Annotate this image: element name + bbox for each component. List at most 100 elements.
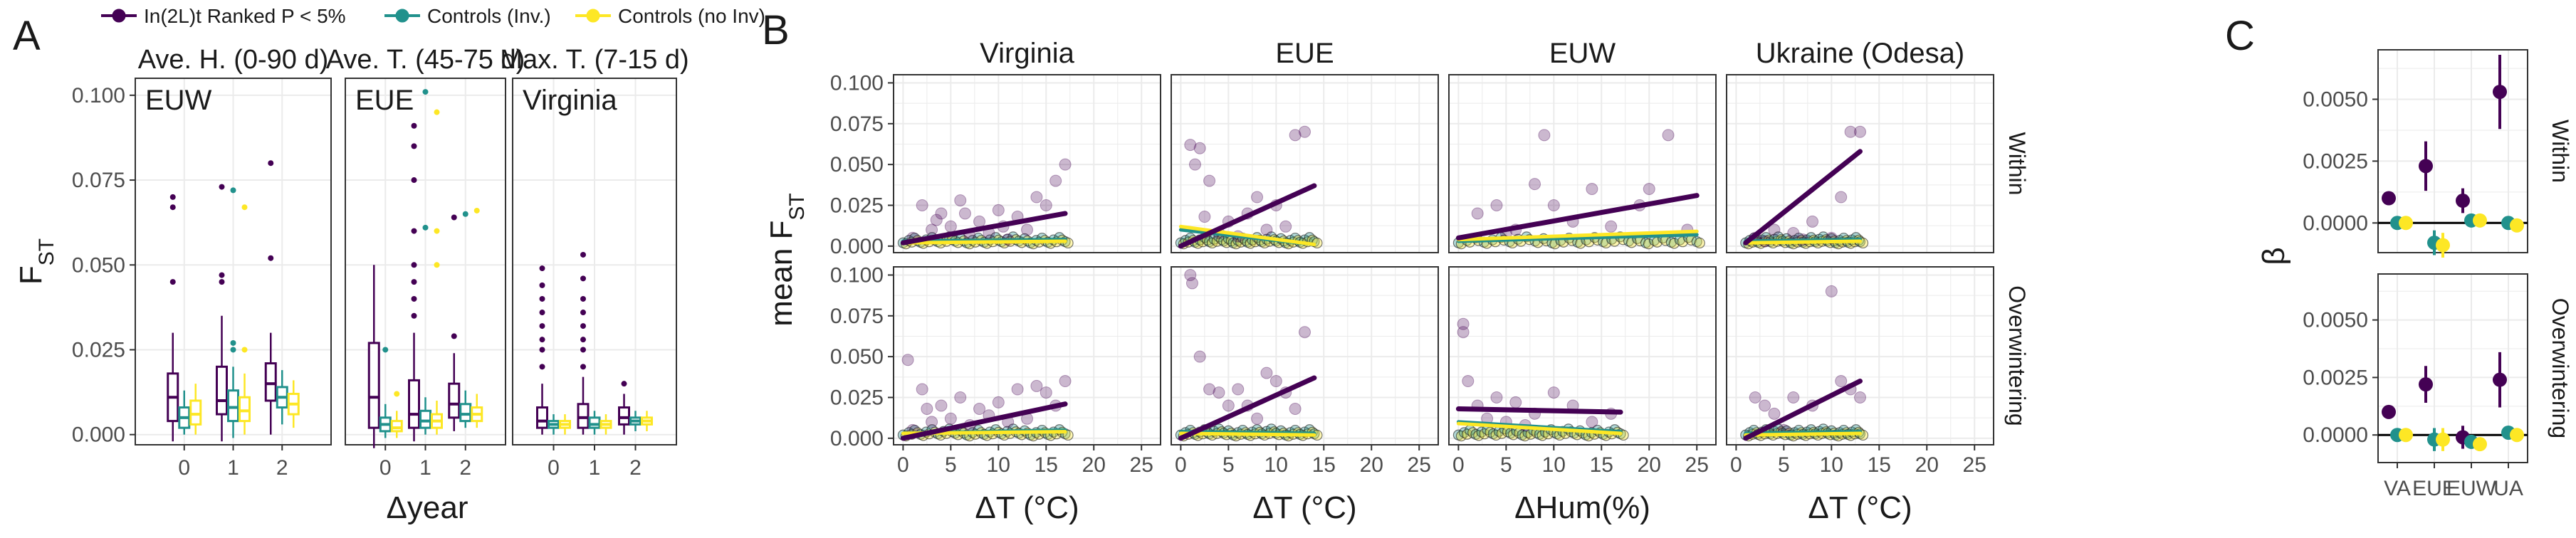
point-inv bbox=[1787, 226, 1800, 239]
regression-line-inv bbox=[900, 401, 1068, 441]
point-inv bbox=[1289, 129, 1302, 142]
box-controls_inv-year-1 bbox=[419, 89, 431, 435]
point-inv bbox=[1854, 125, 1866, 138]
point-inv bbox=[1232, 383, 1245, 396]
box-outlier bbox=[473, 207, 480, 213]
regression-line-inv bbox=[1743, 149, 1863, 246]
box-outlier bbox=[580, 323, 586, 329]
point-inv bbox=[954, 194, 967, 207]
point-inv bbox=[1586, 416, 1598, 428]
point-inv bbox=[992, 204, 1005, 216]
regression-line-controls_noinv bbox=[1178, 224, 1316, 247]
point-inv bbox=[1030, 191, 1043, 204]
x-axis-title-b-2: ΔHum(%) bbox=[1514, 490, 1650, 525]
box-outlier bbox=[580, 295, 586, 302]
facet-strip-b-row-1: Overwintering bbox=[2004, 285, 2030, 426]
box-outlier bbox=[382, 347, 389, 353]
legend: In(2L)t Ranked P < 5% Controls (Inv.) Co… bbox=[101, 5, 765, 27]
point-inv bbox=[930, 213, 943, 226]
y-axis-title-a: FST bbox=[14, 238, 58, 285]
box-outlier bbox=[621, 381, 627, 387]
x-tick-label: 2 bbox=[276, 456, 288, 480]
x-tick-label: 20 bbox=[1638, 453, 1661, 477]
facet-b-0-1 bbox=[893, 266, 1161, 445]
point-inv bbox=[1835, 375, 1848, 388]
facet-frame bbox=[1171, 266, 1439, 445]
box-outlier bbox=[434, 228, 440, 234]
regression-line-controls_inv bbox=[1456, 233, 1699, 243]
box-iqr bbox=[577, 403, 590, 429]
box-inv-year-0 bbox=[167, 194, 179, 442]
y-tick-label: 0.000 bbox=[830, 427, 884, 450]
point-inv bbox=[1260, 223, 1273, 236]
panel-label-a: A bbox=[13, 13, 41, 59]
y-tick-label: 0.0025 bbox=[2303, 366, 2368, 389]
point-inv bbox=[1289, 403, 1302, 416]
point-inv bbox=[1222, 399, 1235, 412]
box-outlier bbox=[580, 347, 586, 353]
point-inv bbox=[954, 391, 967, 404]
x-tick-label: 0 bbox=[897, 453, 909, 477]
y-tick-label: 0.100 bbox=[72, 84, 125, 107]
box-controls_noinv-year-0 bbox=[189, 384, 202, 435]
y-tick-label: 0.000 bbox=[72, 423, 125, 447]
y-tick-label: 0.050 bbox=[830, 153, 884, 176]
box-iqr bbox=[367, 342, 380, 429]
facet-frame bbox=[2377, 273, 2528, 463]
point-inv bbox=[2456, 194, 2470, 209]
facet-b-3-0 bbox=[1726, 74, 1994, 253]
box-outlier bbox=[411, 122, 417, 129]
box-outlier bbox=[539, 337, 545, 343]
x-tick-label: 5 bbox=[945, 453, 957, 477]
box-iqr bbox=[588, 416, 601, 429]
point-inv bbox=[944, 412, 957, 425]
box-outlier bbox=[434, 109, 440, 115]
point-inv bbox=[1529, 178, 1541, 191]
box-controls_noinv-year-0 bbox=[559, 414, 571, 435]
box-inv-year-2 bbox=[264, 160, 277, 435]
point-inv bbox=[1471, 207, 1484, 220]
point-inv bbox=[1825, 285, 1838, 297]
y-axis-title-b: mean FST bbox=[764, 193, 809, 327]
y-tick-label: 0.075 bbox=[830, 305, 884, 328]
box-inv-year-2 bbox=[618, 381, 630, 435]
box-inv-year-1 bbox=[408, 122, 420, 442]
box-outlier bbox=[451, 214, 457, 221]
point-inv bbox=[1269, 375, 1282, 388]
x-axis-title-b-1: ΔT (°C) bbox=[1252, 490, 1356, 525]
y-tick-label: 0.0000 bbox=[2303, 423, 2368, 447]
box-controls_noinv-year-2 bbox=[287, 380, 300, 428]
box-outlier bbox=[422, 224, 429, 231]
y-axis-title-a-subscript: ST bbox=[35, 238, 58, 265]
box-outlier bbox=[580, 275, 586, 282]
regression-line-controls_noinv bbox=[1456, 229, 1699, 242]
x-tick-label: 15 bbox=[1312, 453, 1336, 477]
box-inv-year-1 bbox=[216, 184, 228, 442]
regression-line-controls_noinv bbox=[901, 239, 1067, 245]
point-inv bbox=[1040, 199, 1052, 211]
point-inv bbox=[926, 416, 938, 428]
regression-line-inv bbox=[1455, 406, 1623, 415]
point-inv bbox=[1538, 129, 1551, 142]
box-inv-year-2 bbox=[448, 214, 461, 431]
point-inv bbox=[1193, 350, 1206, 363]
box-outlier bbox=[539, 347, 545, 353]
point-inv bbox=[1059, 375, 1072, 388]
point-inv bbox=[2419, 159, 2433, 174]
point-inv bbox=[1188, 158, 1201, 171]
y-tick-label: 0.100 bbox=[830, 263, 884, 287]
point-controls-noinv bbox=[1467, 427, 1479, 438]
facet-frame bbox=[893, 266, 1161, 445]
x-tick-label: UA bbox=[2493, 477, 2523, 500]
point-inv bbox=[1854, 391, 1866, 404]
regression-line-inv bbox=[1455, 193, 1700, 241]
point-controls_noinv bbox=[2399, 428, 2413, 443]
x-tick-label: 1 bbox=[589, 456, 601, 480]
point-inv bbox=[973, 403, 986, 416]
y-axis-title-b-subscript: ST bbox=[785, 193, 809, 220]
point-inv bbox=[935, 207, 948, 220]
box-controls_inv-year-2 bbox=[629, 411, 642, 431]
box-iqr bbox=[408, 379, 420, 429]
x-tick-label: 0 bbox=[178, 456, 190, 480]
x-axis-title-b-3: ΔT (°C) bbox=[1808, 490, 1912, 525]
